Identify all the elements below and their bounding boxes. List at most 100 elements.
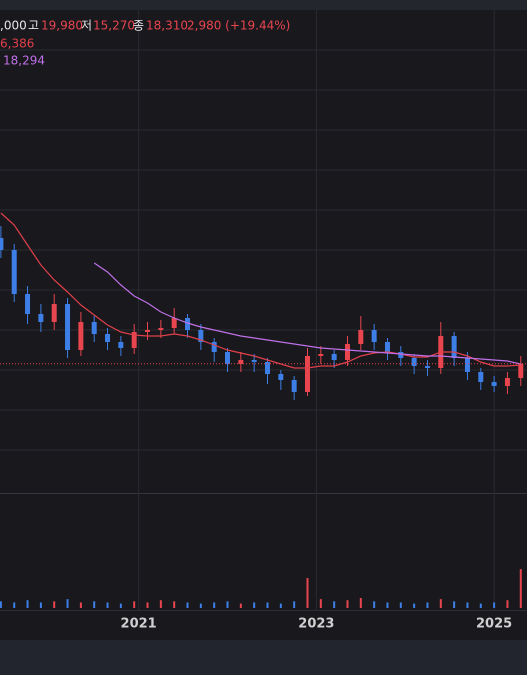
candle-body [225,352,231,364]
volume-bar [79,602,82,608]
candle-body [451,336,457,358]
volume-bar [506,600,509,608]
volume-bar [466,602,469,608]
candle-body [38,314,44,322]
volume-bar [186,602,189,608]
legend-high-label: 고 [28,19,39,33]
volume-bar [146,602,149,608]
volume-bar [133,601,136,608]
candle-body [65,304,71,350]
candle-body [518,363,524,378]
legend-close: 18,310 [146,19,188,33]
candle-body [304,356,310,392]
volume-bar [453,601,456,608]
candle-body [105,334,111,342]
volume-bar [373,601,376,608]
volume-bar [53,601,56,608]
candle-body [251,360,257,362]
volume-bar [0,601,2,608]
volume-bar [239,603,242,608]
volume-bar [213,602,216,608]
candle-body [51,304,57,322]
candle-body [131,332,137,348]
volume-bar [439,599,442,608]
candle-body [91,322,97,334]
candle-body [238,360,244,364]
volume-bar [106,602,109,608]
candle-body [358,330,364,344]
candle-body [371,330,377,342]
candle-body [411,358,417,366]
candle-body [424,366,430,368]
candle-body [264,362,270,374]
legend-open: ,000 [0,19,27,33]
volume-bar [519,569,522,608]
volume-bar [293,601,296,608]
volume-bar [266,602,269,608]
candle-body [398,352,404,358]
volume-bar [253,602,256,608]
candle-body [344,344,350,360]
candle-body [11,250,17,294]
volume-bar [493,602,496,608]
candle-body [384,342,390,352]
candle-body [0,238,4,250]
candle-body [78,322,84,350]
candle-body [198,330,204,342]
plot-bg [0,10,527,640]
x-tick-label: 2023 [298,617,334,632]
candle-body [464,358,470,372]
legend-high: 19,980 [41,19,83,33]
volume-bar [306,578,309,608]
volume-bar [413,603,416,608]
candle-body [171,318,177,328]
candle-body [145,330,151,332]
volume-bar [66,599,69,608]
candle-body [291,380,297,392]
moving-average [93,262,521,365]
candle-body [158,328,164,330]
legend-change: 2,980 (+19.44%) [187,19,290,33]
volume-bar [386,602,389,608]
bottom-bar [0,640,527,675]
moving-average [0,212,521,369]
candle-body [211,342,217,352]
volume-bar [199,603,202,608]
top-bar [0,0,527,10]
volume-bar [173,601,176,608]
volume-bar [226,601,229,608]
volume-bar [426,602,429,608]
candle-body [25,294,31,314]
candle-body [318,354,324,356]
volume-bar [479,603,482,608]
candle-body [185,318,191,330]
volume-bar [319,599,322,608]
volume-bar [13,602,16,608]
volume-bar [119,603,122,608]
candle-body [491,382,497,386]
volume-bar [399,602,402,608]
volume-bar [333,601,336,608]
x-tick-label: 2021 [121,617,157,632]
legend-low: 15,270 [93,19,135,33]
x-tick-label: 2025 [476,617,512,632]
candle-body [278,374,284,380]
candle-body [504,378,510,386]
candle-body [331,354,337,360]
volume-bar [26,600,29,608]
candle-body [118,342,124,348]
legend-close-label: 종 [133,19,144,33]
volume-bar [279,603,282,608]
legend-low-label: 저 [81,19,92,33]
candle-body [478,372,484,382]
volume-bar [93,601,96,608]
legend-ma1: 6,386 [0,37,34,51]
volume-bar [359,598,362,608]
legend: ,000 고 19,980 저 15,270 종 18,310 2,980 (+… [0,19,290,68]
volume-bar [39,602,42,608]
volume-bar [346,600,349,608]
volume-bar [159,600,162,608]
legend-ma2: 18,294 [3,54,45,68]
